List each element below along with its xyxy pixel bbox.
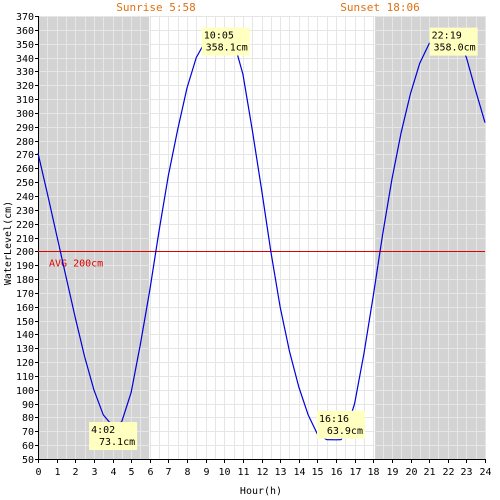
y-tick-label: 170	[16, 289, 34, 300]
night-shade-after-sunset	[375, 16, 485, 459]
y-tick-label: 210	[16, 234, 34, 245]
extreme-annotation-time: 22:19	[432, 31, 462, 42]
x-tick-label: 0	[35, 467, 41, 478]
x-tick-label: 17	[349, 467, 361, 478]
extreme-annotation-box	[429, 27, 478, 56]
x-axis-title: Hour(h)	[240, 486, 282, 497]
extreme-annotation-time: 16:16	[319, 414, 349, 425]
y-tick-label: 60	[22, 441, 34, 452]
y-tick-label: 340	[16, 54, 34, 65]
x-tick-label: 10	[218, 467, 230, 478]
y-tick-label: 230	[16, 206, 34, 217]
x-tick-label: 11	[237, 467, 249, 478]
x-tick-label: 7	[165, 467, 171, 478]
x-tick-label: 2	[72, 467, 78, 478]
y-tick-label: 300	[16, 109, 34, 120]
y-tick-label: 260	[16, 164, 34, 175]
x-tick-label: 20	[405, 467, 417, 478]
y-axis-title: WaterLevel(cm)	[3, 201, 14, 285]
y-tick-label: 310	[16, 95, 34, 106]
y-tick-label: 330	[16, 67, 34, 78]
grid	[38, 16, 486, 460]
night-shade-before-sunrise	[38, 16, 150, 459]
y-tick-label: 290	[16, 123, 34, 134]
x-tick-label: 9	[203, 467, 209, 478]
x-tick-label: 21	[423, 467, 435, 478]
x-tick-label: 4	[110, 467, 116, 478]
extreme-annotation-value: 358.0cm	[433, 43, 475, 54]
x-tick-label: 16	[330, 467, 342, 478]
extreme-annotation-box	[201, 27, 250, 56]
x-tick-label: 15	[311, 467, 323, 478]
extreme-annotation-value: 63.9cm	[327, 426, 363, 437]
x-tick-label: 14	[293, 467, 305, 478]
y-tick-label: 370	[16, 12, 34, 23]
night-shading	[38, 16, 485, 459]
y-tick-label: 70	[22, 427, 34, 438]
extreme-annotation-box	[89, 422, 138, 451]
x-tick-label: 19	[386, 467, 398, 478]
x-tick-label: 5	[128, 467, 134, 478]
extreme-annotation-time: 4:02	[91, 425, 115, 436]
x-tick-label: 13	[274, 467, 286, 478]
sunset-label: Sunset 18:06	[340, 1, 419, 14]
y-tick-label: 320	[16, 81, 34, 92]
y-tick-label: 180	[16, 275, 34, 286]
extreme-annotation-value: 358.1cm	[206, 42, 248, 53]
y-tick-label: 110	[16, 372, 34, 383]
y-tick-label: 200	[16, 247, 34, 258]
y-tick-label: 150	[16, 317, 34, 328]
y-tick-label: 80	[22, 413, 34, 424]
y-tick-label: 100	[16, 386, 34, 397]
y-tick-label: 190	[16, 261, 34, 272]
x-tick-label: 6	[147, 467, 153, 478]
extreme-annotation-time: 10:05	[204, 30, 234, 41]
x-tick-label: 8	[184, 467, 190, 478]
y-tick-label: 350	[16, 40, 34, 51]
y-tick-label: 240	[16, 192, 34, 203]
y-tick-label: 250	[16, 178, 34, 189]
y-tick-label: 120	[16, 358, 34, 369]
y-tick-label: 140	[16, 330, 34, 341]
x-tick-label: 24	[479, 467, 491, 478]
x-tick-label: 1	[54, 467, 60, 478]
extreme-annotation-box	[316, 410, 365, 439]
y-tick-label: 270	[16, 150, 34, 161]
x-tick-label: 18	[367, 467, 379, 478]
x-tick-label: 3	[91, 467, 97, 478]
extreme-annotation-value: 73.1cm	[99, 437, 135, 448]
y-tick-label: 50	[22, 455, 34, 466]
y-tick-label: 280	[16, 137, 34, 148]
x-tick-label: 22	[442, 467, 454, 478]
x-tick-label: 12	[256, 467, 268, 478]
y-tick-label: 220	[16, 220, 34, 231]
y-tick-label: 360	[16, 26, 34, 37]
y-tick-label: 160	[16, 303, 34, 314]
y-tick-label: 90	[22, 400, 34, 411]
average-label: AVG 200cm	[49, 259, 103, 270]
x-tick-label: 23	[460, 467, 472, 478]
axes: 0 1 2 3 4 5 6 7 8 9 10 11 12 13 14 15 16 17 18 19 20 21 22 23 24…	[16, 12, 492, 478]
y-tick-label: 130	[16, 344, 34, 355]
sunrise-label: Sunrise 5:58	[116, 1, 195, 14]
